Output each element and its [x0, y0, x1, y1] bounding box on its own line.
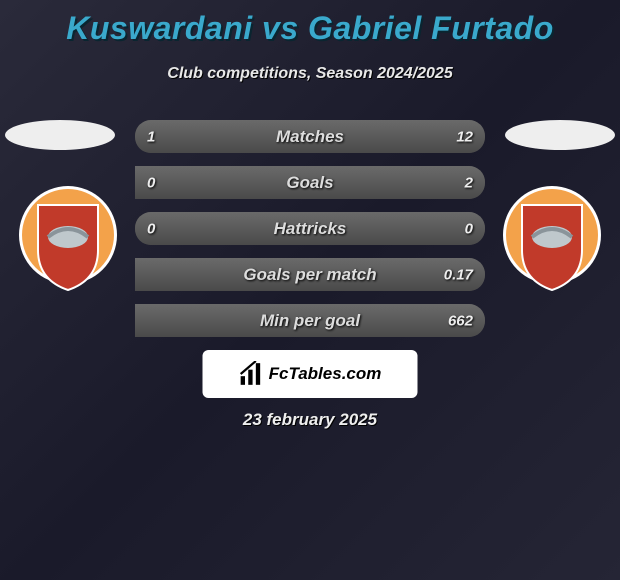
- club-badge-left: [18, 175, 118, 295]
- stat-value-right: 0: [465, 220, 473, 237]
- chart-icon: [239, 361, 265, 387]
- stat-label: Min per goal: [260, 311, 360, 331]
- stats-container: 1 Matches 12 0 Goals 2 0 Hattricks 0 Goals per ma…: [135, 120, 485, 337]
- stat-row: 0 Goals 2: [135, 166, 485, 199]
- date-label: 23 february 2025: [0, 410, 620, 430]
- fctables-label: FcTables.com: [269, 364, 382, 384]
- flag-right: [505, 120, 615, 150]
- page-title: Kuswardani vs Gabriel Furtado: [0, 0, 620, 47]
- stat-value-left: 0: [147, 220, 155, 237]
- stat-label: Goals per match: [243, 265, 376, 285]
- flag-left: [5, 120, 115, 150]
- stat-value-right: 662: [448, 312, 473, 329]
- stat-value-left: 1: [147, 128, 155, 145]
- stat-row: Goals per match 0.17: [135, 258, 485, 291]
- stat-value-right: 0.17: [444, 266, 473, 283]
- stat-row: 1 Matches 12: [135, 120, 485, 153]
- fctables-badge: FcTables.com: [203, 350, 418, 398]
- club-badge-right: [502, 175, 602, 295]
- stat-label: Matches: [276, 127, 344, 147]
- stat-value-right: 12: [456, 128, 473, 145]
- stat-label: Goals: [286, 173, 333, 193]
- subtitle: Club competitions, Season 2024/2025: [0, 65, 620, 83]
- stat-label: Hattricks: [274, 219, 347, 239]
- stat-value-left: 0: [147, 174, 155, 191]
- stat-row: 0 Hattricks 0: [135, 212, 485, 245]
- stat-value-right: 2: [465, 174, 473, 191]
- stat-row: Min per goal 662: [135, 304, 485, 337]
